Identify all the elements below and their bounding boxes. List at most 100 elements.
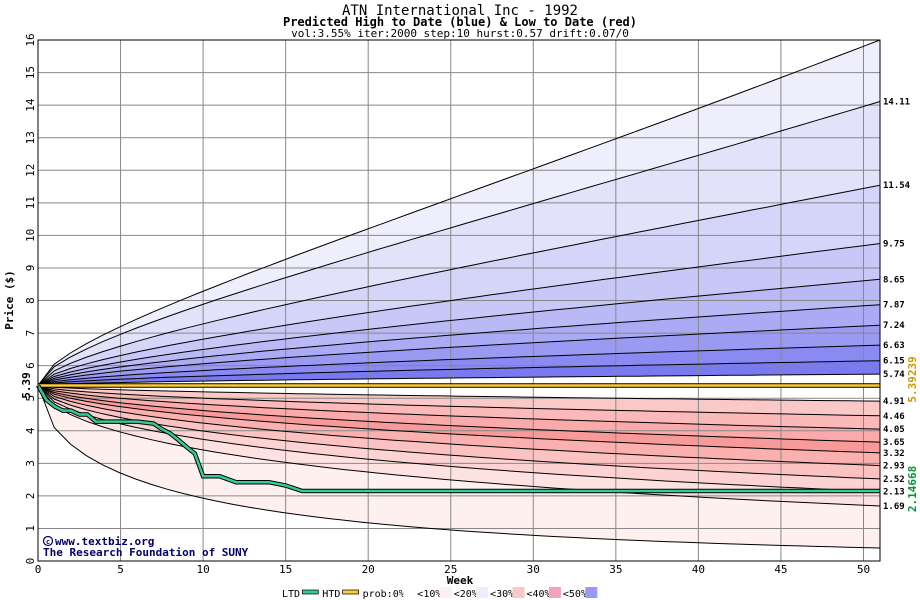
quantile-end-label: 6.15 bbox=[883, 357, 905, 367]
x-tick-label: 20 bbox=[362, 563, 375, 576]
y-tick-label: 16 bbox=[24, 33, 37, 46]
low-band bbox=[38, 385, 880, 453]
legend-swatch bbox=[548, 587, 561, 598]
x-tick-label: 35 bbox=[609, 563, 622, 576]
quantile-line bbox=[37, 385, 881, 467]
y-tick-label: 1 bbox=[24, 525, 37, 532]
x-tick-label: 15 bbox=[279, 563, 292, 576]
y-tick-label: 0 bbox=[24, 558, 37, 565]
quantile-end-label: 14.11 bbox=[883, 98, 910, 108]
y-tick-label: 5 bbox=[24, 395, 37, 402]
quantile-end-label: 11.54 bbox=[883, 181, 911, 191]
copyright-icon: c bbox=[42, 535, 54, 547]
quantile-line bbox=[37, 385, 881, 480]
legend-item: <10% bbox=[417, 587, 452, 600]
high-band bbox=[38, 360, 880, 386]
chart-subtitle: Predicted High to Date (blue) & Low to D… bbox=[283, 15, 637, 29]
legend-swatch bbox=[342, 589, 359, 595]
quantile-end-label: 1.69 bbox=[883, 502, 905, 512]
legend-label: <30% bbox=[490, 589, 514, 600]
plot-border bbox=[37, 39, 881, 562]
quantile-end-label: 4.91 bbox=[883, 397, 905, 407]
low-band bbox=[38, 385, 880, 479]
quantile-end-label: 2.93 bbox=[883, 462, 905, 472]
watermark-org: The Research Foundation of SUNY bbox=[43, 546, 249, 559]
high-band bbox=[38, 101, 880, 386]
quantile-end-label: 4.05 bbox=[883, 425, 905, 435]
quantile-line bbox=[37, 385, 881, 493]
legend-label: HTD bbox=[322, 589, 340, 600]
high-band bbox=[38, 279, 880, 386]
y-tick-label: 10 bbox=[24, 229, 37, 242]
legend-item: <30% bbox=[490, 587, 525, 600]
legend-item: prob:0% bbox=[363, 587, 416, 600]
legend-label: <50% bbox=[563, 589, 587, 600]
start-price-label: 5.39 bbox=[20, 372, 33, 399]
x-tick-label: 25 bbox=[444, 563, 457, 576]
legend-label: <20% bbox=[454, 589, 478, 600]
quantile-end-label: 9.75 bbox=[883, 240, 905, 250]
y-tick-label: 7 bbox=[24, 330, 37, 337]
y-tick-label: 11 bbox=[24, 196, 37, 209]
y-tick-label: 4 bbox=[24, 427, 37, 434]
high-band bbox=[38, 304, 880, 386]
legend-item: LTD bbox=[282, 589, 319, 600]
quantile-line bbox=[37, 385, 881, 443]
quantile-line bbox=[37, 385, 881, 417]
low-band bbox=[38, 385, 880, 492]
quantile-end-label: 2.52 bbox=[883, 475, 905, 485]
quantile-line bbox=[37, 385, 881, 454]
y-tick-label: 12 bbox=[24, 164, 37, 177]
legend-swatch bbox=[585, 587, 598, 598]
x-tick-label: 0 bbox=[35, 563, 42, 576]
legend-item: <20% bbox=[454, 587, 489, 600]
high-band bbox=[38, 243, 880, 386]
quantile-end-label: 3.65 bbox=[883, 438, 905, 448]
svg-text:c: c bbox=[46, 538, 50, 546]
y-axis-label: Price ($) bbox=[3, 270, 16, 330]
y-tick-label: 8 bbox=[24, 297, 37, 304]
ltd-value-label: 2.14668 bbox=[906, 466, 919, 512]
legend-item: <50% bbox=[563, 587, 598, 600]
watermark-url: www.textbiz.org bbox=[55, 535, 154, 548]
legend-label: LTD bbox=[282, 589, 300, 600]
quantile-line bbox=[37, 304, 881, 386]
quantile-line bbox=[37, 243, 881, 386]
legend-swatch bbox=[439, 587, 452, 598]
x-axis-label: Week bbox=[447, 574, 474, 587]
x-tick-label: 45 bbox=[774, 563, 787, 576]
y-tick-label: 15 bbox=[24, 66, 37, 79]
quantile-end-label: 4.46 bbox=[883, 412, 905, 422]
ltd-line bbox=[36, 384, 880, 493]
low-band bbox=[38, 385, 880, 466]
high-band bbox=[38, 40, 880, 386]
quantile-line bbox=[37, 184, 881, 386]
chart-params: vol:3.55% iter:2000 step:10 hurst:0.57 d… bbox=[291, 27, 629, 40]
legend-label: <40% bbox=[527, 589, 551, 600]
quantile-end-label: 3.32 bbox=[883, 449, 905, 459]
quantile-end-label: 7.87 bbox=[883, 301, 905, 311]
quantile-line bbox=[37, 344, 881, 386]
low-band bbox=[38, 385, 880, 548]
quantile-line bbox=[37, 278, 881, 386]
y-tick-label: 9 bbox=[24, 265, 37, 272]
legend: LTD HTD prob:0% <10% <20% <30% <40% <50% bbox=[282, 587, 598, 600]
x-tick-label: 40 bbox=[692, 563, 705, 576]
x-tick-label: 10 bbox=[196, 563, 209, 576]
x-tick-label: 50 bbox=[857, 563, 870, 576]
y-tick-label: 3 bbox=[24, 460, 37, 467]
low-band bbox=[38, 385, 880, 443]
htd-value-label: 5.39239 bbox=[906, 356, 919, 402]
quantile-line bbox=[37, 385, 881, 430]
low-band bbox=[38, 385, 880, 506]
y-tick-label: 14 bbox=[24, 98, 37, 112]
legend-label: <10% bbox=[417, 589, 441, 600]
high-band bbox=[38, 325, 880, 386]
quantile-line bbox=[37, 373, 881, 386]
x-tick-label: 5 bbox=[117, 563, 124, 576]
legend-swatch bbox=[512, 587, 525, 598]
quantile-end-label: 8.65 bbox=[883, 275, 905, 285]
quantile-end-label: 7.24 bbox=[883, 321, 905, 331]
y-tick-label: 13 bbox=[24, 131, 37, 144]
